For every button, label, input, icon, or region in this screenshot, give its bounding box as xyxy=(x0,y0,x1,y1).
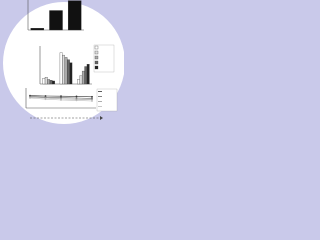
legend-box xyxy=(93,44,115,73)
marker xyxy=(44,98,47,101)
arrow-head xyxy=(100,116,103,120)
legend-swatch xyxy=(94,60,99,65)
legend-swatch xyxy=(94,65,99,70)
marker xyxy=(91,98,93,101)
bar xyxy=(52,80,55,85)
bar xyxy=(81,70,85,85)
figure xyxy=(0,0,124,124)
marker xyxy=(91,100,93,102)
bar xyxy=(42,78,46,85)
marker xyxy=(60,95,62,98)
bar xyxy=(64,57,68,85)
bar xyxy=(67,0,82,31)
bar xyxy=(77,79,80,85)
legend-swatch xyxy=(94,45,99,50)
marker xyxy=(75,99,78,102)
legend-box xyxy=(96,88,118,112)
bar xyxy=(62,54,65,85)
bar xyxy=(84,66,88,85)
bar xyxy=(30,28,45,31)
bar xyxy=(49,10,63,31)
marker xyxy=(91,95,93,98)
bar xyxy=(49,80,53,85)
marker xyxy=(29,97,31,99)
bar xyxy=(79,75,83,85)
legend-swatch xyxy=(94,55,99,60)
marker xyxy=(60,99,62,101)
bar xyxy=(67,59,70,85)
marker xyxy=(75,95,78,98)
page: {"chart_data": [ {"type": "bar", "catego… xyxy=(0,0,124,124)
bar xyxy=(86,64,90,85)
bar xyxy=(47,79,51,85)
bar xyxy=(44,77,48,85)
bar xyxy=(69,62,73,85)
legend-swatch xyxy=(94,50,99,55)
bar xyxy=(59,52,63,85)
